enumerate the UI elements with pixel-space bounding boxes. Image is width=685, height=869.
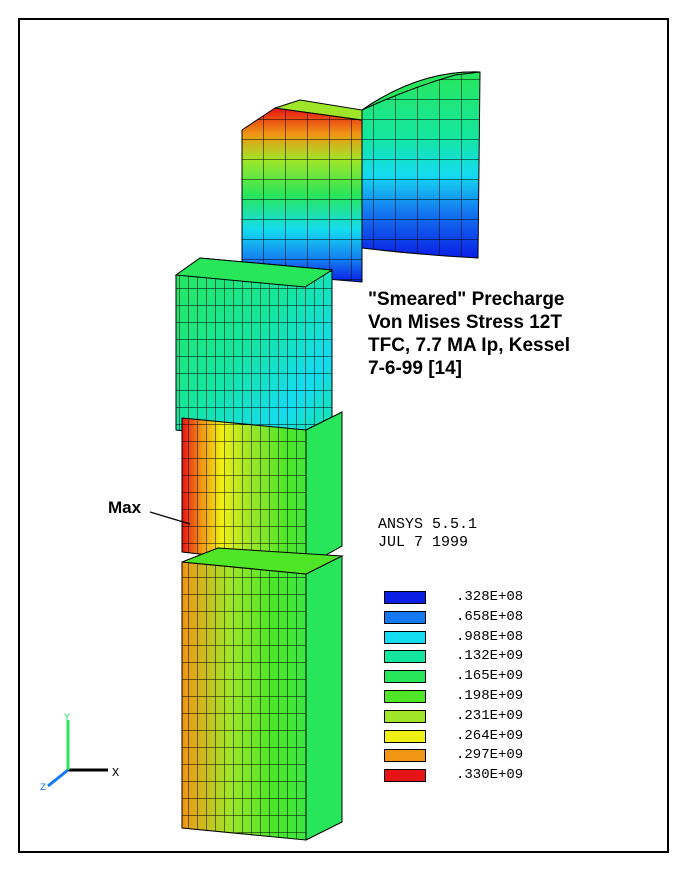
- axis-z-label: Z: [40, 783, 46, 794]
- legend-label: .330E+09: [456, 767, 524, 784]
- legend-swatch: [384, 650, 426, 664]
- title-line-2: Von Mises Stress 12T: [368, 312, 562, 333]
- upper-right-block: [361, 71, 481, 259]
- legend-label: .988E+08: [456, 628, 524, 645]
- legend-label: .198E+09: [456, 687, 524, 704]
- legend-label: .165E+09: [456, 668, 524, 685]
- max-leader-line: [149, 511, 191, 525]
- legend-swatch: [384, 630, 426, 644]
- legend-swatch: [384, 591, 426, 604]
- legend-swatch: [384, 709, 426, 723]
- axis-triad: Y Z: [40, 713, 108, 794]
- legend-swatch: [384, 749, 426, 763]
- legend-label: .264E+09: [456, 727, 524, 744]
- legend-label: .231E+09: [456, 707, 524, 724]
- software-info: ANSYS 5.5.1 JUL 7 1999: [378, 516, 477, 552]
- middle-column-block: [181, 411, 343, 567]
- figure-title: "Smeared" Precharge Von Mises Stress 12T…: [368, 288, 570, 380]
- legend-swatch: [384, 689, 426, 703]
- legend-label: .658E+08: [456, 608, 524, 625]
- legend-swatch: [384, 610, 426, 624]
- upper-left-block: [241, 99, 363, 283]
- axis-y-label: Y: [64, 713, 70, 724]
- legend-swatch: [384, 670, 426, 684]
- title-line-3: TFC, 7.7 MA Ip, Kessel: [368, 335, 571, 356]
- upper-column-block: [174, 257, 334, 449]
- axis-x-label: X: [112, 766, 120, 780]
- software-date: JUL 7 1999: [378, 534, 469, 551]
- legend-label: .328E+08: [456, 589, 524, 605]
- software-name: ANSYS 5.5.1: [378, 516, 478, 533]
- legend-label: .297E+09: [456, 747, 524, 764]
- max-label: Max: [108, 498, 142, 517]
- lower-column-block: [181, 547, 344, 841]
- title-line-4: 7-6-99 [14]: [368, 358, 462, 379]
- legend-label: .132E+09: [456, 648, 524, 665]
- title-line-1: "Smeared" Precharge: [368, 289, 565, 310]
- legend-swatch: [384, 769, 426, 783]
- legend-swatch: [384, 729, 426, 743]
